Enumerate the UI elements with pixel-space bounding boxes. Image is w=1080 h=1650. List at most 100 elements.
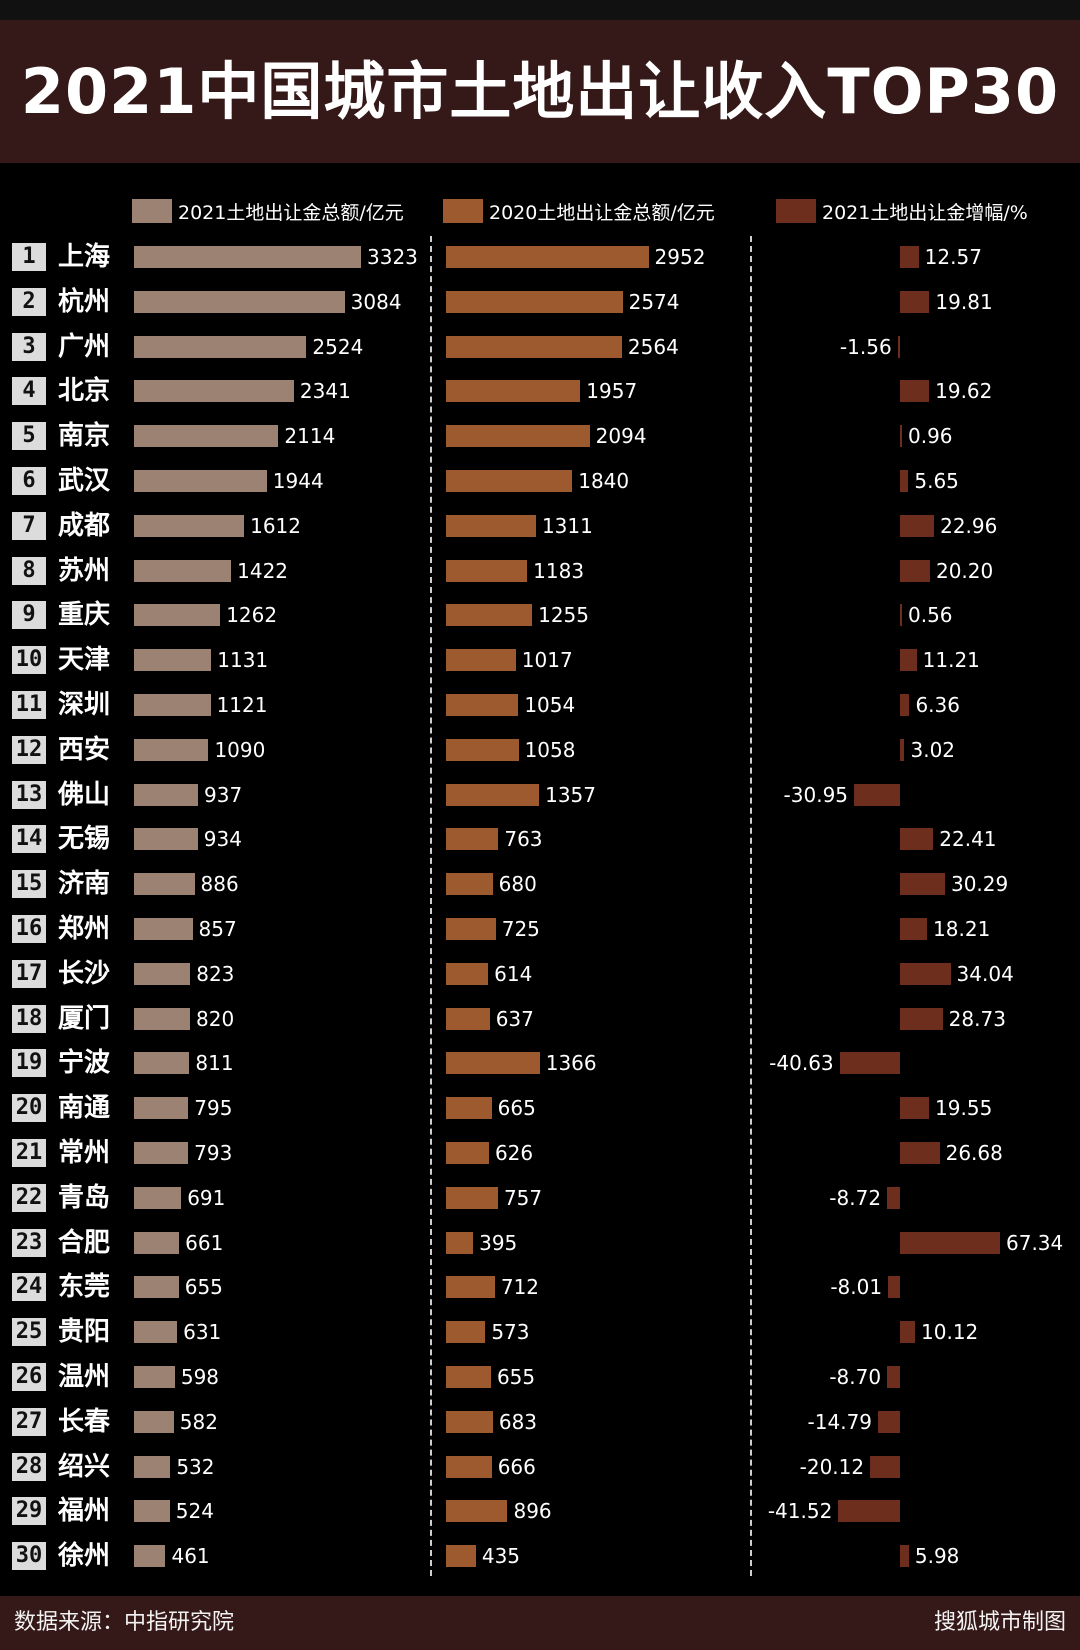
bar-growth <box>897 335 900 358</box>
legend-swatch-growth <box>776 199 816 223</box>
legend-swatch-2021 <box>132 199 172 223</box>
value-label-2020: 683 <box>498 1409 538 1434</box>
city-label: 杭州 <box>58 286 111 317</box>
value-label-2020: 435 <box>481 1544 521 1569</box>
bar-2020 <box>446 1097 492 1120</box>
bar-2020 <box>446 649 516 672</box>
bar-2020 <box>446 1500 508 1523</box>
rank-badge: 11 <box>12 691 46 719</box>
bar-growth <box>887 1366 900 1388</box>
value-label-2020: 725 <box>501 917 540 941</box>
city-label: 成都 <box>58 510 111 541</box>
bar-2020 <box>446 1366 491 1388</box>
rank-badge: 24 <box>12 1273 46 1302</box>
bar-growth <box>900 1545 909 1568</box>
value-label-growth: 22.41 <box>939 827 997 852</box>
bar-growth <box>900 559 930 582</box>
bar-2020 <box>446 783 540 806</box>
bar-2021 <box>134 738 209 761</box>
bar-2020 <box>446 290 623 313</box>
legend-label-growth: 2021土地出让金增幅/% <box>822 201 1028 224</box>
city-label: 武汉 <box>58 466 111 496</box>
bar-2021 <box>134 1142 189 1164</box>
value-label-2021: 524 <box>175 1499 214 1524</box>
city-label: 佛山 <box>58 779 111 810</box>
value-label-2021: 661 <box>185 1230 224 1255</box>
value-label-2020: 1058 <box>524 737 576 762</box>
city-label: 青岛 <box>58 1182 111 1213</box>
bar-growth <box>838 1500 900 1523</box>
city-label: 东莞 <box>58 1272 111 1303</box>
value-label-2020: 2952 <box>654 245 706 269</box>
city-label: 天津 <box>58 645 111 676</box>
rank-badge: 6 <box>12 467 46 495</box>
value-label-growth: 3.02 <box>910 737 956 762</box>
city-label: 贵阳 <box>58 1317 111 1348</box>
divider-right <box>750 236 752 1576</box>
bar-2020 <box>446 694 519 716</box>
bar-2021 <box>134 828 198 851</box>
bar-2021 <box>134 290 345 313</box>
bar-growth <box>900 1231 1000 1254</box>
city-label: 北京 <box>58 376 111 407</box>
city-label: 长春 <box>58 1406 111 1437</box>
rank-badge: 5 <box>12 422 46 451</box>
bar-2020 <box>446 604 533 627</box>
bar-2021 <box>134 425 279 448</box>
bar-2020 <box>446 1231 474 1254</box>
bar-growth <box>900 246 919 268</box>
value-label-2021: 1090 <box>214 737 266 762</box>
value-label-2020: 637 <box>495 1006 534 1031</box>
bar-2021 <box>134 470 267 492</box>
city-label: 厦门 <box>58 1003 111 1034</box>
value-label-growth: 30.29 <box>950 872 1009 897</box>
value-label-2020: 896 <box>513 1499 552 1524</box>
bar-2020 <box>446 425 590 448</box>
bar-growth <box>900 1142 940 1164</box>
value-label-2020: 763 <box>504 827 543 852</box>
value-label-growth: 6.36 <box>915 693 960 717</box>
bar-2020 <box>446 738 519 761</box>
bar-growth <box>900 380 930 403</box>
bar-2021 <box>134 1410 174 1433</box>
value-label-2021: 1262 <box>226 603 278 628</box>
rank-badge: 7 <box>12 511 46 540</box>
value-label-2020: 1054 <box>524 693 576 717</box>
bar-2021 <box>134 1455 171 1478</box>
value-label-growth: -40.63 <box>769 1051 834 1076</box>
city-label: 重庆 <box>58 600 111 631</box>
value-label-growth: 67.34 <box>1006 1230 1064 1255</box>
value-label-growth: 0.96 <box>908 424 953 449</box>
bar-growth <box>900 425 902 448</box>
value-label-growth: 19.62 <box>935 379 993 404</box>
bar-growth <box>900 1097 930 1120</box>
bar-2021 <box>134 1276 179 1299</box>
bar-2021 <box>134 1231 180 1254</box>
value-label-2021: 2524 <box>312 334 364 359</box>
bar-growth <box>900 918 928 940</box>
bar-2021 <box>134 1500 170 1523</box>
value-label-growth: 28.73 <box>948 1006 1006 1031</box>
bar-2020 <box>446 828 499 851</box>
divider-left <box>430 236 432 1576</box>
bar-2020 <box>446 1545 476 1568</box>
value-label-growth: 5.98 <box>914 1544 960 1569</box>
rank-badge: 15 <box>12 870 46 899</box>
rank-badge: 19 <box>12 1049 46 1078</box>
value-label-growth: 19.81 <box>935 289 993 314</box>
city-label: 合肥 <box>58 1227 111 1258</box>
value-label-2021: 598 <box>180 1365 220 1389</box>
rank-badge: 30 <box>12 1542 46 1571</box>
rank-badge: 3 <box>12 332 46 361</box>
city-label: 绍兴 <box>58 1451 111 1482</box>
bar-growth <box>888 1276 900 1299</box>
title-band: 2021中国城市土地出让收入TOP30 <box>0 20 1080 163</box>
value-label-2021: 811 <box>195 1051 234 1076</box>
bar-2021 <box>134 649 212 672</box>
rank-badge: 14 <box>12 825 46 854</box>
bar-2021 <box>134 1097 189 1120</box>
value-label-2020: 757 <box>503 1185 543 1210</box>
city-label: 深圳 <box>58 690 111 720</box>
value-label-2021: 886 <box>200 872 239 897</box>
value-label-2021: 937 <box>204 782 243 807</box>
